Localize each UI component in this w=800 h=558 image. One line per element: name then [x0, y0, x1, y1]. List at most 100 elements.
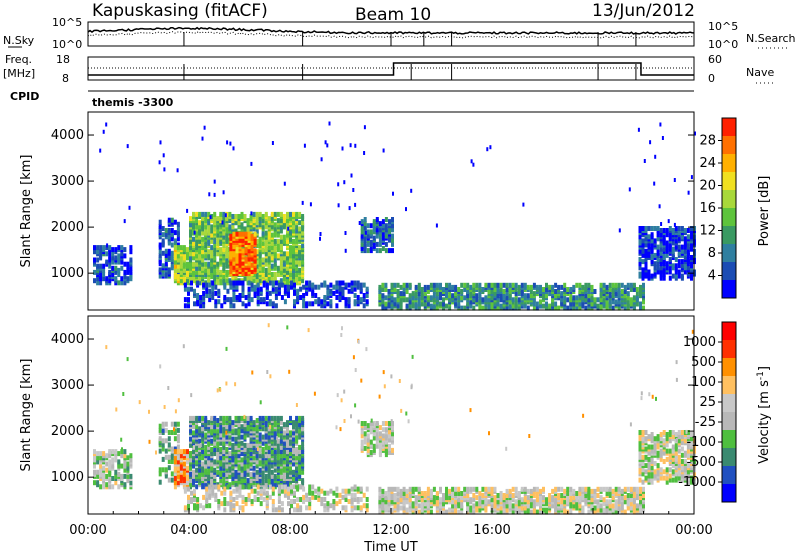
range-cell — [123, 482, 126, 487]
range-cell — [672, 263, 675, 268]
range-cell — [225, 270, 228, 275]
range-cell — [466, 283, 469, 288]
range-cell — [678, 245, 681, 250]
range-cell — [388, 289, 391, 294]
range-cell — [612, 283, 615, 288]
range-cell — [196, 497, 199, 502]
range-cell — [283, 430, 286, 435]
range-cell — [497, 493, 500, 498]
range-cell — [171, 243, 174, 248]
range-cell — [581, 285, 584, 290]
range-cell — [168, 436, 171, 441]
colorbar-swatch — [722, 190, 736, 209]
range-cell — [259, 468, 262, 473]
range-cell — [630, 297, 633, 302]
range-cell — [533, 291, 536, 296]
range-cell — [195, 468, 198, 473]
range-cell — [168, 228, 171, 233]
scatter-cell — [233, 146, 235, 150]
range-cell — [409, 283, 412, 288]
range-cell — [248, 485, 251, 490]
range-cell — [253, 212, 256, 217]
range-cell — [248, 493, 251, 498]
scatter-cell — [629, 187, 631, 191]
range-cell — [262, 258, 265, 263]
range-cell — [500, 283, 503, 288]
range-cell — [242, 505, 245, 510]
range-cell — [189, 437, 192, 442]
scatter-cell — [410, 189, 412, 193]
range-cell — [168, 465, 171, 470]
range-cell — [241, 457, 244, 462]
range-cell — [317, 487, 320, 492]
colorbar-swatch — [722, 280, 736, 299]
range-cell — [430, 283, 433, 288]
range-cell — [232, 503, 235, 508]
range-cell — [274, 416, 277, 421]
range-cell — [171, 228, 174, 233]
range-cell — [250, 416, 253, 421]
range-cell — [357, 497, 360, 502]
range-cell — [554, 283, 557, 288]
range-cell — [301, 416, 304, 421]
range-cell — [223, 295, 226, 300]
range-cell — [415, 487, 418, 492]
range-cell — [376, 217, 379, 222]
range-cell — [357, 281, 360, 286]
range-cell — [177, 222, 180, 227]
range-cell — [678, 259, 681, 264]
range-cell — [305, 281, 308, 286]
range-cell — [281, 507, 284, 512]
range-cell — [290, 485, 293, 490]
range-cell — [518, 297, 521, 302]
range-cell — [208, 283, 211, 288]
range-cell — [302, 285, 305, 290]
range-cell — [373, 444, 376, 449]
range-cell — [445, 487, 448, 492]
range-cell — [168, 267, 171, 272]
range-cell — [283, 235, 286, 240]
range-cell — [275, 507, 278, 512]
range-cell — [621, 283, 624, 288]
range-cell — [512, 283, 515, 288]
range-cell — [207, 420, 210, 425]
range-cell — [192, 416, 195, 421]
range-cell — [587, 283, 590, 288]
range-cell — [317, 285, 320, 290]
range-cell — [651, 232, 654, 237]
range-cell — [284, 299, 287, 304]
freq-line — [88, 63, 694, 75]
range-cell — [162, 226, 165, 231]
range-cell — [277, 212, 280, 217]
range-cell — [93, 245, 96, 250]
range-cell — [277, 253, 280, 258]
range-cell — [354, 299, 357, 304]
range-cell — [204, 262, 207, 267]
range-cell — [272, 281, 275, 286]
range-cell — [320, 299, 323, 304]
range-cell — [260, 287, 263, 292]
range-cell — [290, 281, 293, 286]
range-cell — [298, 245, 301, 250]
range-cell — [627, 291, 630, 296]
range-cell — [630, 283, 633, 288]
range-cell — [361, 421, 364, 426]
range-cell — [430, 489, 433, 494]
range-cell — [299, 497, 302, 502]
range-cell — [376, 248, 379, 253]
colorbar-swatch — [722, 118, 736, 137]
range-cell — [269, 291, 272, 296]
range-cell — [247, 478, 250, 483]
scatter-cell — [674, 178, 676, 182]
range-cell — [575, 295, 578, 300]
range-cell — [165, 467, 168, 472]
range-cell — [293, 507, 296, 512]
freq-tick-bottom: 8 — [62, 72, 69, 85]
range-cell — [636, 287, 639, 292]
range-cell — [117, 268, 120, 273]
range-cell — [129, 453, 132, 458]
range-cell — [274, 474, 277, 479]
scatter-cell — [287, 227, 289, 231]
range-cell — [220, 501, 223, 506]
